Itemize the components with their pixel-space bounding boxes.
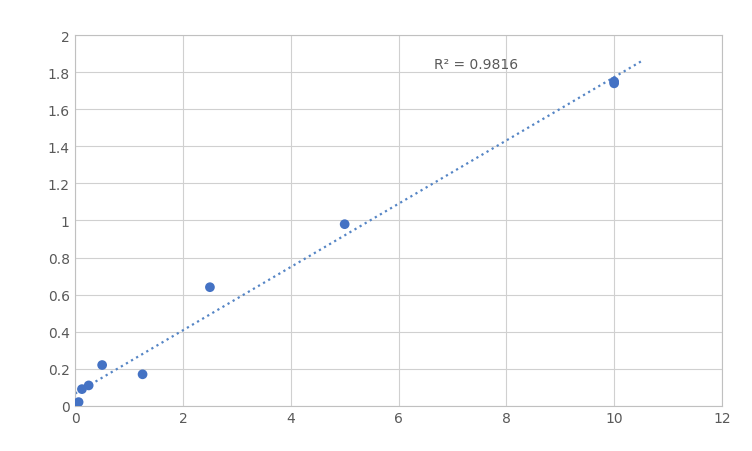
Point (204, 284, 216, 291)
Point (608, 81, 620, 88)
Point (69, 400, 81, 408)
Point (96, 362, 108, 369)
Point (73, 399, 85, 406)
Point (608, 78, 620, 86)
Point (83, 382, 95, 389)
Point (76, 386, 88, 393)
Point (338, 221, 350, 228)
Text: R² = 0.9816: R² = 0.9816 (434, 58, 517, 72)
Point (137, 371, 149, 378)
